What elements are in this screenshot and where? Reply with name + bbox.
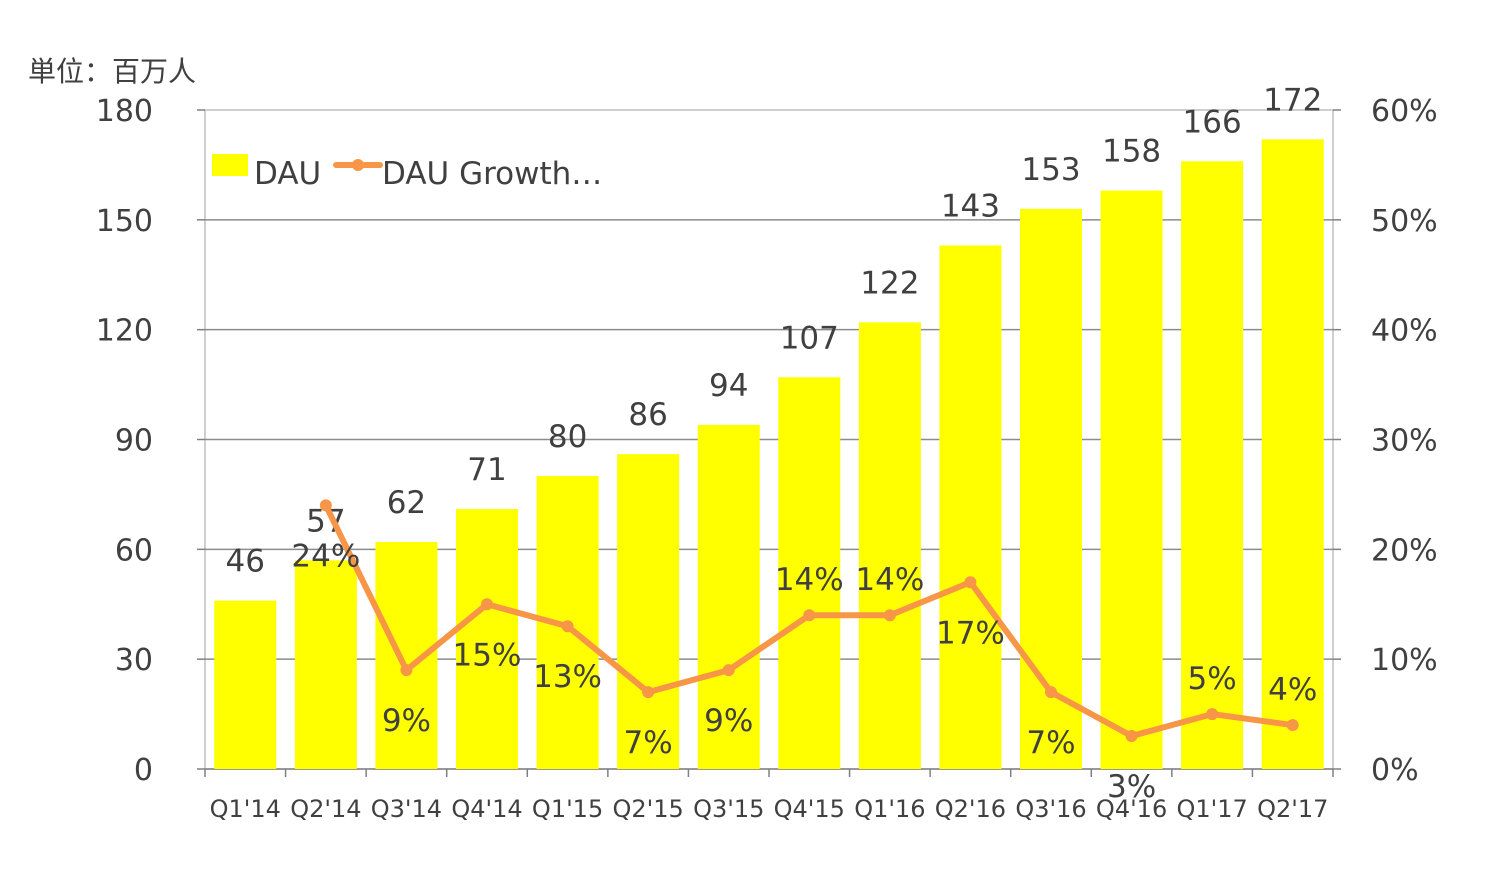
growth-value-label: 4%	[1268, 672, 1317, 708]
x-category-label: Q3'14	[371, 795, 442, 823]
bar-value-label: 143	[941, 188, 1000, 224]
growth-value-label: 17%	[936, 615, 1005, 651]
x-category-label: Q2'17	[1257, 795, 1328, 823]
x-category-label: Q1'16	[854, 795, 925, 823]
unit-label: 単位：百万人	[28, 55, 197, 88]
growth-value-label: 3%	[1107, 769, 1156, 805]
bar	[214, 600, 277, 769]
x-category-label: Q4'15	[774, 795, 845, 823]
growth-point	[561, 620, 574, 633]
y-right-tick-label: 40%	[1371, 314, 1438, 349]
bar-value-label: 86	[628, 397, 667, 433]
y-right-tick-label: 30%	[1371, 424, 1438, 459]
bar-value-label: 62	[387, 485, 426, 521]
growth-value-label: 5%	[1188, 661, 1237, 697]
growth-value-label: 13%	[533, 659, 602, 695]
bar-value-label: 46	[226, 544, 265, 580]
x-category-label: Q3'16	[1015, 795, 1086, 823]
y-left-tick-label: 90	[115, 424, 153, 459]
legend-swatch-dau	[212, 154, 248, 176]
x-category-label: Q1'14	[210, 795, 281, 823]
y-left-tick-label: 120	[96, 314, 153, 349]
bar	[858, 322, 921, 769]
x-category-label: Q2'16	[935, 795, 1006, 823]
y-left-tick-label: 30	[115, 643, 153, 678]
growth-value-label: 9%	[704, 703, 753, 739]
bar	[697, 424, 760, 769]
legend-marker-growth	[352, 159, 364, 171]
bar-value-label: 71	[467, 452, 506, 488]
y-left-tick-label: 180	[96, 94, 153, 129]
growth-point	[481, 598, 493, 611]
bar	[294, 560, 357, 769]
growth-point	[803, 609, 816, 622]
x-category-label: Q1'17	[1176, 795, 1247, 823]
y-right-tick-label: 50%	[1371, 204, 1438, 239]
growth-point	[1125, 730, 1138, 743]
growth-value-label: 15%	[453, 637, 522, 673]
bar	[1020, 208, 1082, 770]
growth-point	[642, 686, 655, 699]
bar	[456, 509, 518, 769]
growth-value-label: 9%	[382, 703, 431, 739]
bar-value-label: 80	[548, 419, 587, 455]
y-right-tick-label: 10%	[1371, 643, 1438, 678]
bar-value-label: 107	[780, 320, 839, 356]
bar-value-label: 172	[1263, 82, 1322, 118]
growth-point	[319, 499, 332, 512]
bar	[1261, 139, 1324, 770]
growth-value-label: 7%	[624, 725, 673, 761]
legend-label-dau: DAU	[254, 156, 321, 192]
y-right-tick-label: 20%	[1371, 533, 1438, 568]
x-category-label: Q2'15	[612, 795, 683, 823]
bar-value-label: 153	[1021, 152, 1080, 188]
x-category-label: Q4'16	[1096, 795, 1167, 823]
legend-label-growth: DAU Growth…	[382, 156, 602, 192]
bar	[1181, 161, 1244, 769]
y-left-tick-label: 150	[96, 204, 153, 239]
growth-point	[964, 576, 977, 589]
y-left-tick-label: 60	[115, 533, 153, 568]
growth-point	[1045, 686, 1057, 699]
growth-value-label: 14%	[855, 562, 924, 598]
bar-value-label: 158	[1102, 134, 1161, 170]
y-left-tick-label: 0	[134, 753, 153, 788]
bar	[617, 454, 680, 769]
growth-value-label: 24%	[291, 538, 360, 574]
y-right-tick-label: 0%	[1371, 753, 1419, 788]
x-category-label: Q2'14	[290, 795, 361, 823]
growth-value-label: 14%	[775, 562, 844, 598]
growth-point	[400, 664, 413, 677]
growth-value-label: 7%	[1026, 725, 1075, 761]
growth-point	[1286, 719, 1299, 732]
growth-point	[1206, 708, 1219, 721]
y-right-tick-label: 60%	[1371, 94, 1438, 129]
growth-point	[722, 664, 735, 677]
bar-value-label: 94	[709, 368, 748, 404]
x-category-label: Q3'15	[693, 795, 764, 823]
growth-point	[883, 609, 896, 622]
bar-value-label: 166	[1183, 104, 1242, 140]
x-category-label: Q1'15	[532, 795, 603, 823]
bar	[778, 377, 841, 769]
bar	[1100, 190, 1163, 770]
bar-value-label: 122	[860, 265, 919, 301]
bar	[939, 245, 1002, 769]
x-category-label: Q4'14	[451, 795, 522, 823]
